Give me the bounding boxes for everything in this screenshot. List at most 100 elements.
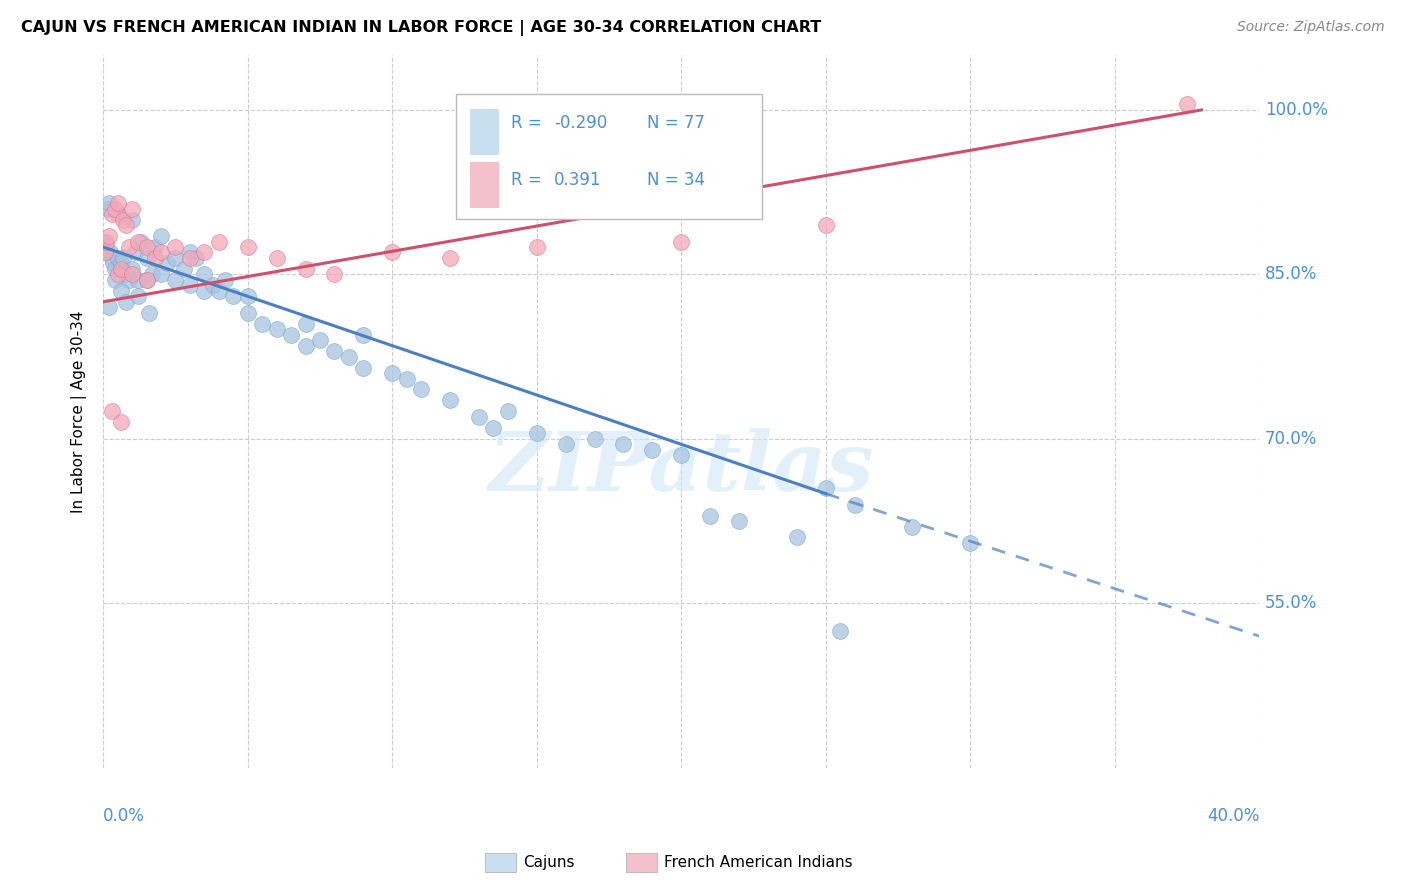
Point xyxy=(439,251,461,265)
Point xyxy=(104,273,127,287)
Point xyxy=(107,207,129,221)
Text: N = 34: N = 34 xyxy=(647,171,704,189)
Point xyxy=(100,245,122,260)
Point xyxy=(103,256,125,270)
Text: 85.0%: 85.0% xyxy=(1265,266,1317,284)
Point xyxy=(129,235,152,249)
Point xyxy=(202,278,225,293)
Point xyxy=(728,514,751,528)
Text: 0.391: 0.391 xyxy=(554,171,602,189)
Point xyxy=(294,338,316,352)
Point xyxy=(93,245,115,260)
Point xyxy=(671,235,693,249)
Point xyxy=(98,300,121,314)
Point xyxy=(127,235,149,249)
Point xyxy=(294,261,316,276)
Point xyxy=(135,273,157,287)
Point xyxy=(612,437,634,451)
Point xyxy=(786,531,808,545)
Text: ZIPatlas: ZIPatlas xyxy=(488,428,875,508)
Point xyxy=(173,261,195,276)
Point xyxy=(110,261,132,276)
Text: R =: R = xyxy=(512,171,553,189)
Point xyxy=(482,421,505,435)
Point xyxy=(184,251,207,265)
Point xyxy=(143,240,166,254)
Point xyxy=(222,289,245,303)
Point xyxy=(179,251,201,265)
Point xyxy=(124,245,146,260)
Point xyxy=(118,240,141,254)
Point xyxy=(165,251,187,265)
Point xyxy=(266,322,288,336)
Point xyxy=(93,235,115,249)
Point xyxy=(323,344,346,359)
Point xyxy=(583,432,606,446)
Point xyxy=(121,268,143,282)
Point xyxy=(236,289,259,303)
Point xyxy=(236,306,259,320)
Point xyxy=(94,235,117,249)
Point xyxy=(280,327,302,342)
Point xyxy=(156,256,179,270)
Point xyxy=(179,245,201,260)
Point xyxy=(309,333,332,347)
Point xyxy=(411,383,433,397)
Text: 40.0%: 40.0% xyxy=(1206,807,1260,825)
Point xyxy=(352,327,374,342)
Point xyxy=(165,240,187,254)
Point xyxy=(959,536,981,550)
Point xyxy=(118,273,141,287)
Point xyxy=(150,245,173,260)
Text: Cajuns: Cajuns xyxy=(523,855,575,870)
Bar xyxy=(470,109,499,155)
Point xyxy=(101,404,124,418)
Point xyxy=(165,273,187,287)
Text: Source: ZipAtlas.com: Source: ZipAtlas.com xyxy=(1237,20,1385,34)
Point xyxy=(98,196,121,211)
Point xyxy=(814,218,837,232)
Point xyxy=(110,416,132,430)
Text: -0.290: -0.290 xyxy=(554,114,607,132)
Point xyxy=(439,393,461,408)
Text: French American Indians: French American Indians xyxy=(664,855,852,870)
Point xyxy=(526,240,548,254)
Point xyxy=(266,251,288,265)
Point xyxy=(104,202,127,216)
Point xyxy=(115,218,138,232)
Point xyxy=(141,268,163,282)
Point xyxy=(671,448,693,462)
Point xyxy=(110,256,132,270)
Point xyxy=(101,207,124,221)
Point xyxy=(830,624,852,638)
Point xyxy=(127,273,149,287)
Text: R =: R = xyxy=(512,114,547,132)
Point xyxy=(101,251,124,265)
Point xyxy=(138,306,160,320)
Point xyxy=(104,261,127,276)
Text: CAJUN VS FRENCH AMERICAN INDIAN IN LABOR FORCE | AGE 30-34 CORRELATION CHART: CAJUN VS FRENCH AMERICAN INDIAN IN LABOR… xyxy=(21,20,821,36)
Point xyxy=(1175,97,1198,112)
Point xyxy=(115,268,138,282)
Point xyxy=(901,519,924,533)
Point xyxy=(844,498,866,512)
Point xyxy=(193,268,215,282)
Point xyxy=(179,278,201,293)
Bar xyxy=(456,95,762,219)
Point xyxy=(208,235,231,249)
Point xyxy=(526,426,548,441)
Point xyxy=(468,409,491,424)
Bar xyxy=(470,162,499,209)
Point xyxy=(143,251,166,265)
Point xyxy=(121,261,143,276)
Point xyxy=(98,229,121,244)
Point xyxy=(208,284,231,298)
Point xyxy=(193,284,215,298)
Point xyxy=(214,273,236,287)
Point xyxy=(107,251,129,265)
Point xyxy=(107,268,129,282)
Text: 100.0%: 100.0% xyxy=(1265,101,1329,119)
Point xyxy=(641,442,664,457)
Point xyxy=(496,404,519,418)
Point xyxy=(150,229,173,244)
